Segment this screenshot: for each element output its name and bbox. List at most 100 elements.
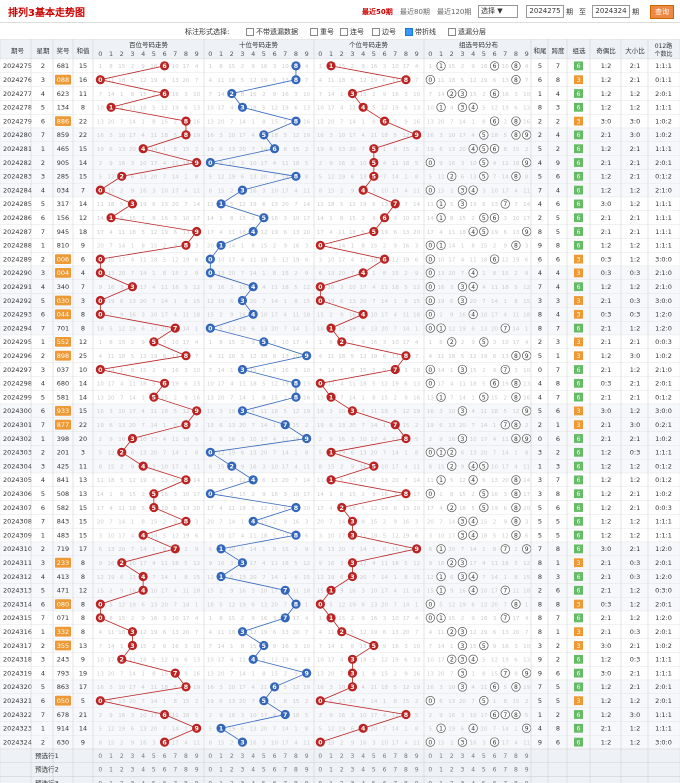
row-sum-tail: 1 xyxy=(538,462,542,470)
omission-cell: 9 xyxy=(209,285,213,291)
row-sum: 14 xyxy=(79,393,87,401)
omission-cell: 2 xyxy=(471,492,475,498)
group-digit: 0 xyxy=(428,298,432,305)
omission-cell: 5 xyxy=(141,230,145,236)
checkbox-icon[interactable] xyxy=(246,28,254,36)
group-digit: 8 xyxy=(514,712,518,719)
row-road-ratio: 1:1:1 xyxy=(655,62,672,70)
omission-cell: 6 xyxy=(504,506,508,512)
omission-cell: 19 xyxy=(172,106,179,112)
omission-cell: 6 xyxy=(351,727,355,733)
omission-cell: 16 xyxy=(282,368,289,374)
predict-digit: 9 xyxy=(525,753,529,760)
omission-cell: 9 xyxy=(340,313,344,319)
to-issue-input[interactable]: 2024324 xyxy=(592,5,630,18)
row-issue: 2024293 xyxy=(3,311,32,319)
range-select[interactable]: 选择 ▼ xyxy=(478,5,518,18)
omission-cell: 2 xyxy=(230,740,234,746)
omission-cell: 18 xyxy=(161,133,168,139)
omission-cell: 1 xyxy=(109,492,113,498)
row-big-small: 2:1 xyxy=(630,504,640,512)
omission-cell: 7 xyxy=(99,644,103,650)
checkbox-icon[interactable] xyxy=(310,28,318,36)
to-label: 至 xyxy=(579,7,586,17)
type-badge xyxy=(574,75,583,85)
omission-cell: 17 xyxy=(349,133,356,139)
omission-cell: 16 xyxy=(303,119,310,125)
group-circle xyxy=(425,254,436,264)
nav-recent-120[interactable]: 最近120期 xyxy=(437,7,471,17)
omission-cell: 9 xyxy=(439,161,443,167)
group-digit: 0 xyxy=(428,325,432,332)
omission-cell: 16 xyxy=(349,313,356,319)
row-odd-even: 1:2 xyxy=(601,490,611,498)
option-line[interactable]: 带折线 xyxy=(405,27,436,37)
omission-cell: 2 xyxy=(404,271,408,277)
row-big-small: 1:2 xyxy=(630,200,640,208)
omission-cell: 19 xyxy=(150,78,157,84)
row-odd-even: 2:1 xyxy=(601,725,611,733)
omission-cell: 2 xyxy=(514,547,518,553)
omission-cell: 11 xyxy=(392,713,399,719)
omission-cell: 2 xyxy=(131,340,135,346)
omission-cell: 2 xyxy=(152,368,156,374)
predict-digit: 9 xyxy=(305,767,309,774)
omission-cell: 4 xyxy=(131,257,135,263)
omission-cell: 13 xyxy=(338,423,345,429)
checkbox-icon[interactable] xyxy=(340,28,348,36)
omission-cell: 2 xyxy=(461,340,465,346)
omission-cell: 13 xyxy=(448,699,455,705)
omission-cell: 1 xyxy=(383,423,387,429)
trend-ball-digit: 1 xyxy=(329,615,333,622)
predict-digit: 8 xyxy=(294,767,298,774)
omission-cell: 9 xyxy=(109,161,113,167)
omission-cell: 2 xyxy=(429,713,433,719)
omission-cell: 17 xyxy=(271,313,278,319)
omission-cell: 19 xyxy=(260,630,267,636)
group-circle xyxy=(425,185,436,195)
omission-cell: 17 xyxy=(207,230,214,236)
omission-cell: 4 xyxy=(461,257,465,263)
query-button[interactable]: 查询 xyxy=(650,5,674,19)
predict-digit: 1 xyxy=(109,753,113,760)
row-draw: 332 xyxy=(57,628,69,636)
group-digit: 8 xyxy=(514,118,518,125)
trend-ball-digit: 0 xyxy=(208,325,213,332)
type-badge xyxy=(574,447,583,457)
omission-cell: 15 xyxy=(491,671,498,677)
omission-cell: 10 xyxy=(97,382,104,388)
omission-cell: 4 xyxy=(241,533,245,539)
option-consecutive[interactable]: 连号 xyxy=(340,27,364,37)
omission-cell: 15 xyxy=(512,147,519,153)
option-edge[interactable]: 边号 xyxy=(372,27,396,37)
options-label: 标注形式选择: xyxy=(185,27,229,37)
option-layer[interactable]: 遗漏分层 xyxy=(448,27,486,37)
option-repeat[interactable]: 重号 xyxy=(310,27,334,37)
trend-ball xyxy=(259,640,269,651)
checkbox-icon[interactable] xyxy=(372,28,380,36)
trend-ball xyxy=(291,392,301,402)
nav-recent-50[interactable]: 最近50期 xyxy=(362,7,393,17)
trend-ball xyxy=(291,171,301,181)
trend-ball xyxy=(379,254,390,264)
omission-cell: 15 xyxy=(182,699,189,705)
omission-cell: 20 xyxy=(118,271,125,277)
omission-cell: 19 xyxy=(392,382,399,388)
row-issue: 2024309 xyxy=(3,531,32,539)
omission-cell: 15 xyxy=(523,575,530,581)
from-issue-input[interactable]: 2024275 xyxy=(526,5,564,18)
omission-cell: 14 xyxy=(502,451,509,457)
omission-cell: 8 xyxy=(163,271,167,277)
omission-cell: 18 xyxy=(381,409,388,415)
checkbox-icon[interactable] xyxy=(448,28,456,36)
group-circle xyxy=(447,502,457,513)
group-circle xyxy=(500,668,510,678)
top-bar: 排列3基本走势图 最近50期 最近80期 最近120期 选择 ▼ 2024275… xyxy=(0,0,680,23)
trend-ball-digit: 3 xyxy=(240,367,244,374)
omission-cell: 14 xyxy=(282,175,289,181)
option-no-omission[interactable]: 不带遗漏数据 xyxy=(246,27,298,37)
row-big-small: 2:1 xyxy=(630,435,640,443)
checkbox-checked-icon[interactable] xyxy=(405,28,413,36)
predict-digit: 6 xyxy=(273,753,277,760)
nav-recent-80[interactable]: 最近80期 xyxy=(400,7,430,17)
